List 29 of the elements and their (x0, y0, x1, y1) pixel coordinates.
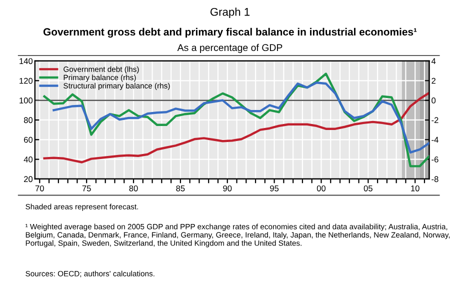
y2-tick-label: -2 (432, 117, 438, 124)
y-tick-label: 100 (20, 98, 33, 104)
y2-tick-label: -8 (432, 176, 438, 182)
chart-title: Government gross debt and primary fiscal balance in industrial economies¹ (43, 28, 417, 38)
y-tick-label: 60 (24, 136, 33, 143)
y-tick-label: 120 (20, 78, 33, 84)
y2-tick-label: 0 (432, 98, 436, 104)
x-tick-label: 10 (411, 185, 420, 192)
caption: Graph 1 (210, 8, 250, 18)
x-tick-label: 80 (129, 185, 138, 192)
x-tick-label: 05 (364, 185, 372, 192)
x-tick-label: 95 (270, 185, 279, 192)
y-tick-label: 20 (24, 176, 33, 182)
y2-tick-label: 4 (431, 58, 436, 64)
y2-tick-label: -4 (432, 136, 438, 143)
y-tick-label: 80 (24, 117, 33, 124)
x-tick-label: 85 (176, 185, 185, 192)
x-tick-label: 70 (35, 185, 44, 192)
line-series (52, 82, 430, 154)
chart-subtitle: As a percentage of GDP (177, 44, 282, 53)
y-tick-label: 40 (24, 156, 33, 162)
y2-tick-label: 2 (432, 78, 436, 84)
x-tick-label: 90 (223, 185, 232, 192)
line-series (43, 92, 430, 164)
y-tick-label: 140 (20, 58, 33, 64)
y2-tick-label: -6 (432, 156, 438, 162)
x-tick-label: 75 (82, 186, 91, 192)
line-series (43, 72, 430, 168)
x-tick-label: 00 (316, 185, 326, 192)
